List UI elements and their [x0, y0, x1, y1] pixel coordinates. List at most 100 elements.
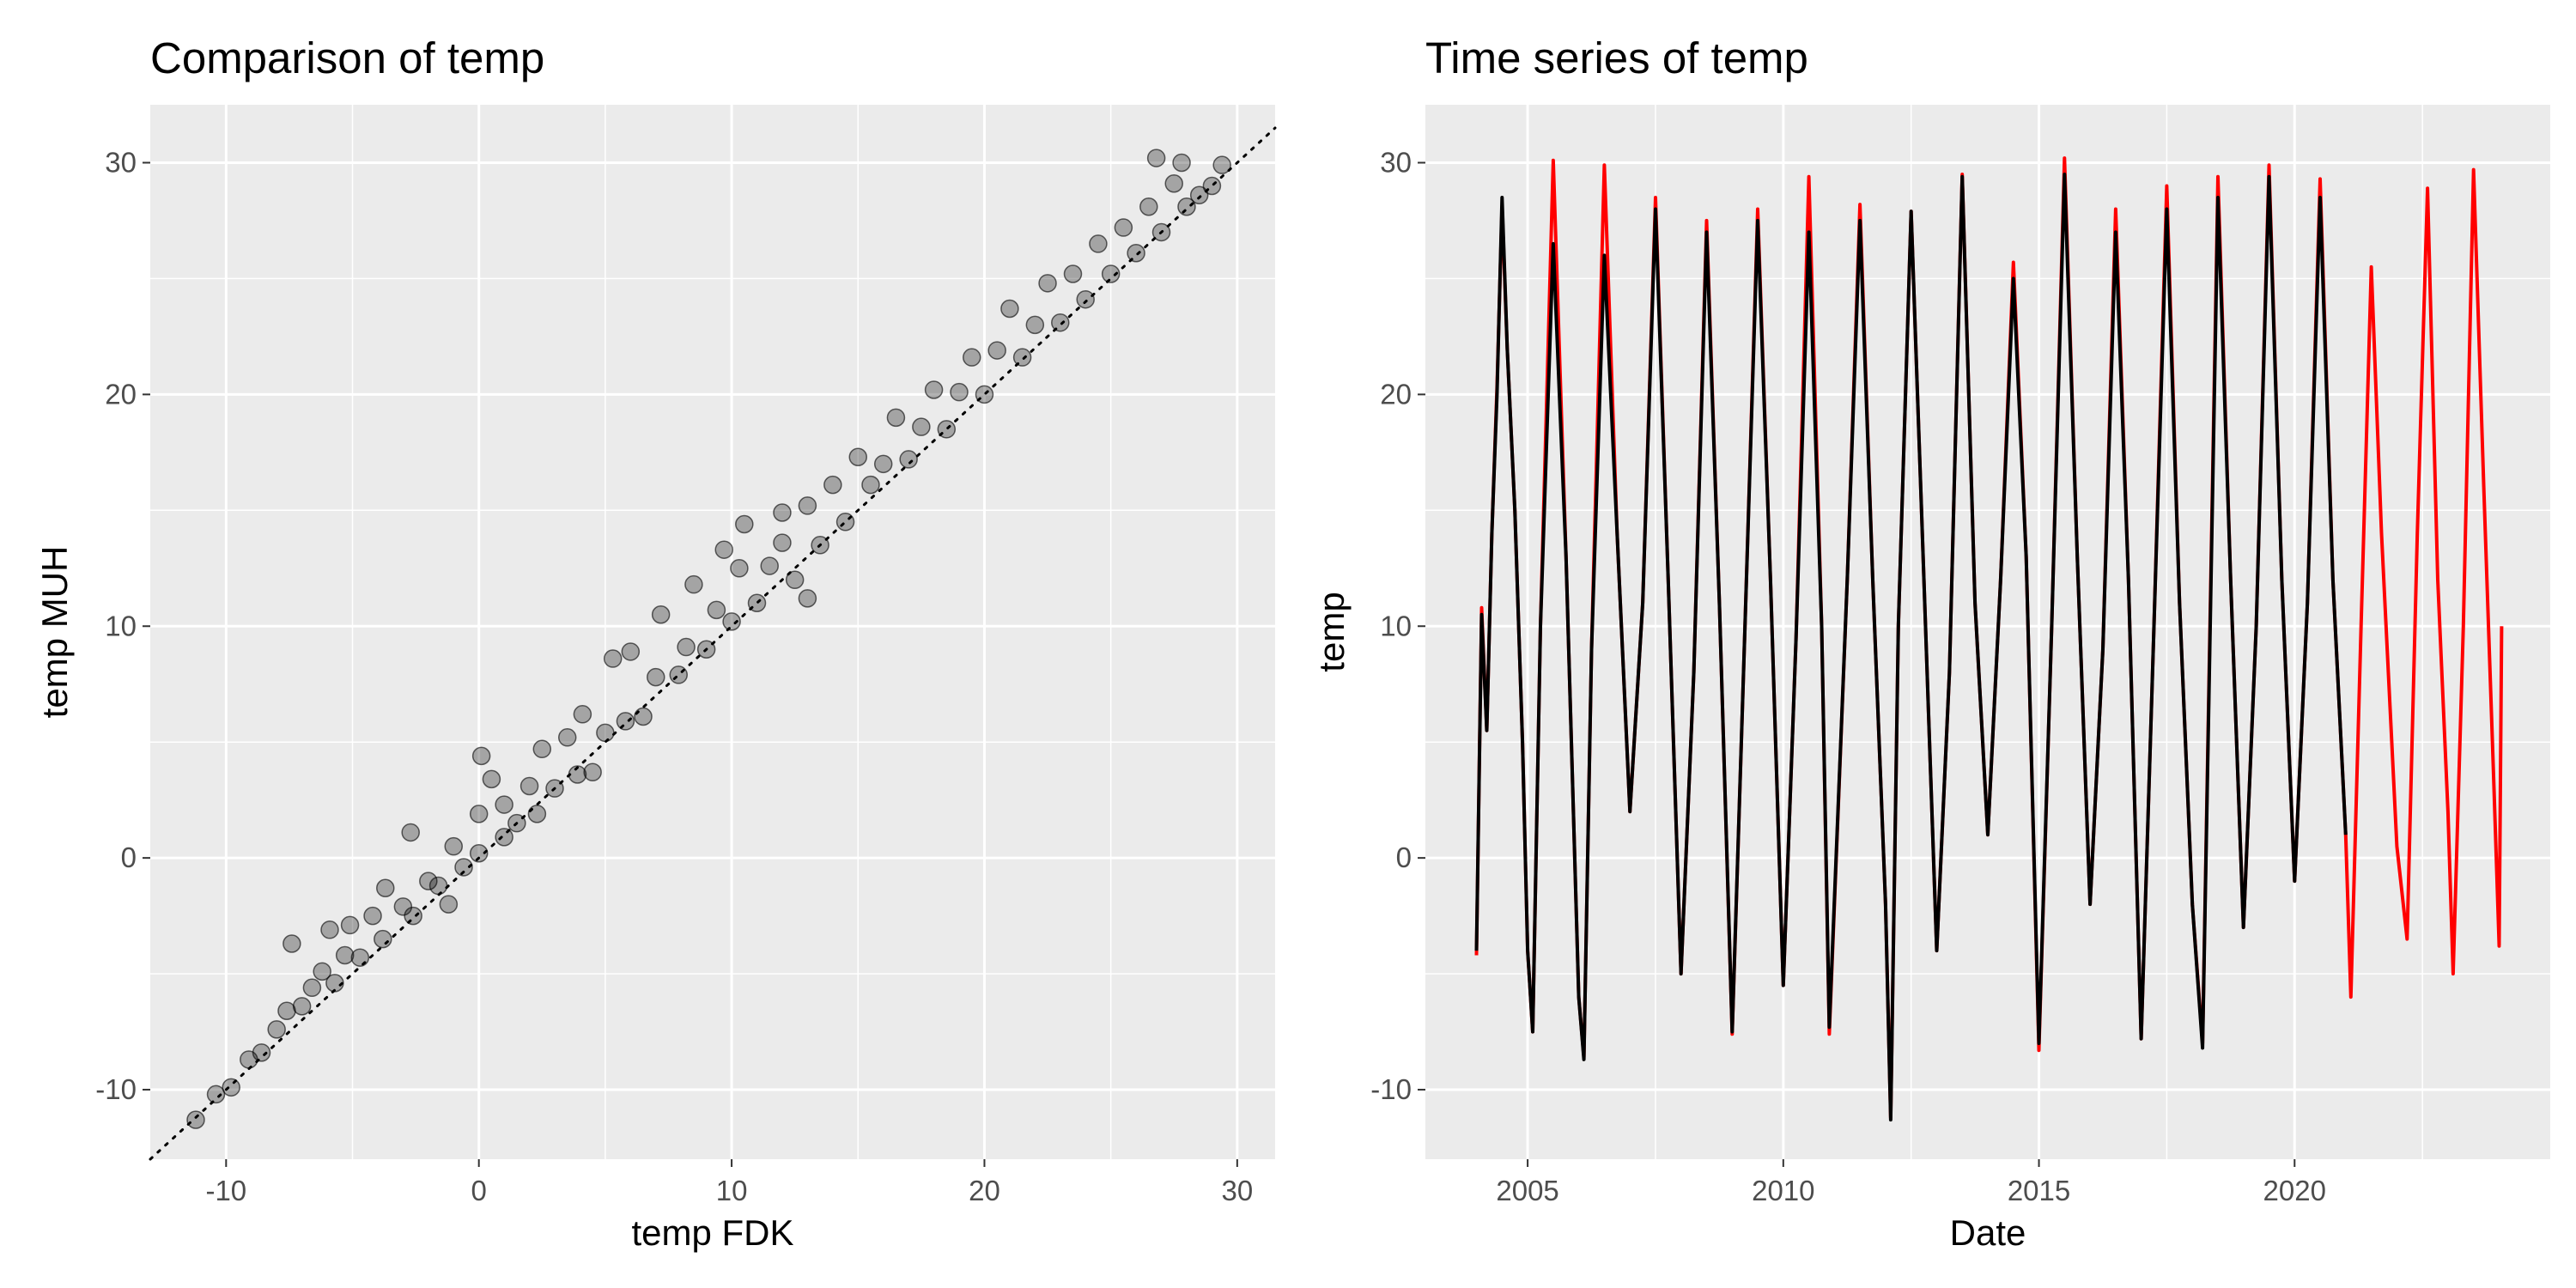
scatter-point	[419, 872, 438, 890]
comparison-y-ticks: -10 0 10 20 30	[95, 146, 150, 1105]
x-tick-label: 30	[1221, 1175, 1253, 1206]
scatter-point	[651, 605, 671, 624]
x-tick-label: 2020	[2263, 1175, 2326, 1206]
scatter-point	[773, 533, 792, 552]
scatter-point	[603, 649, 623, 668]
timeseries-y-ticks: -10 0 10 20 30	[1370, 146, 1425, 1105]
scatter-point	[811, 536, 829, 555]
scatter-point	[1076, 289, 1095, 309]
scatter-point	[1189, 185, 1209, 205]
scatter-point	[798, 496, 817, 515]
y-tick-label: 30	[1380, 146, 1412, 178]
scatter-point	[1051, 313, 1070, 332]
timeseries-title: Time series of temp	[1425, 33, 1808, 82]
y-tick-label: 10	[105, 610, 137, 641]
comparison-y-axis-title: temp MUH	[34, 546, 75, 719]
scatter-point	[669, 665, 689, 684]
scatter-point	[873, 454, 893, 474]
timeseries-x-ticks: 2005 2010 2015 2020	[1496, 1159, 2326, 1206]
scatter-point	[186, 1110, 205, 1129]
scatter-point	[363, 906, 382, 926]
timeseries-x-axis-title: Date	[1950, 1212, 2026, 1253]
scatter-point	[975, 385, 994, 404]
y-tick-label: -10	[95, 1073, 137, 1105]
scatter-point	[557, 728, 577, 747]
scatter-point	[924, 380, 944, 399]
scatter-point	[527, 805, 547, 823]
scatter-point	[835, 513, 855, 532]
scatter-point	[404, 906, 422, 926]
scatter-point	[532, 739, 552, 759]
y-tick-label: 0	[1396, 841, 1412, 873]
scatter-point	[596, 723, 615, 743]
scatter-point	[747, 593, 767, 613]
scatter-point	[1012, 348, 1032, 367]
scatter-point	[1202, 176, 1222, 196]
scatter-point	[950, 382, 969, 402]
comparison-points	[186, 149, 1231, 1129]
scatter-point	[267, 1020, 286, 1039]
scatter-point	[730, 559, 749, 578]
x-tick-label: 0	[471, 1175, 487, 1206]
y-tick-label: -10	[1370, 1073, 1412, 1105]
scatter-point	[495, 828, 513, 847]
timeseries-lines	[1474, 156, 2504, 1122]
y-tick-label: 20	[1380, 378, 1412, 410]
scatter-point	[252, 1043, 271, 1062]
scatter-point	[707, 600, 726, 620]
scatter-point	[277, 1001, 296, 1021]
scatter-point	[647, 667, 665, 687]
timeseries-y-axis-title: temp	[1311, 592, 1352, 671]
scatter-point	[507, 813, 526, 833]
scatter-point	[1000, 299, 1019, 319]
scatter-point	[1038, 274, 1057, 293]
scatter-point	[798, 589, 817, 608]
comparison-plot-background	[150, 105, 1275, 1159]
scatter-point	[482, 769, 501, 789]
scatter-point	[1101, 264, 1121, 283]
scatter-point	[886, 408, 906, 428]
scatter-point	[1139, 197, 1158, 216]
scatter-point	[684, 574, 703, 594]
scatter-point	[1127, 243, 1145, 263]
scatter-point	[634, 707, 653, 726]
scatter-point	[848, 447, 868, 466]
scatter-point	[714, 540, 733, 559]
scatter-point	[545, 779, 564, 798]
scatter-point	[376, 878, 395, 897]
scatter-point	[722, 612, 741, 631]
scatter-point	[1164, 174, 1183, 193]
scatter-point	[1114, 218, 1133, 237]
comparison-panel: -10 0 10 20 30 -10 0 10 20 30 Comparison of temp…	[34, 33, 1277, 1253]
scatter-point	[335, 945, 355, 965]
comparison-x-ticks: -10 0 10 20 30	[205, 1159, 1253, 1206]
scatter-point	[428, 876, 448, 896]
scatter-point	[760, 556, 779, 575]
scatter-point	[439, 895, 459, 914]
timeseries-plot-background	[1425, 105, 2550, 1159]
scatter-point	[773, 503, 792, 522]
scatter-point	[962, 348, 981, 367]
scatter-point	[1151, 222, 1171, 242]
scatter-point	[471, 746, 491, 766]
x-tick-label: 2010	[1752, 1175, 1814, 1206]
scatter-point	[823, 475, 842, 495]
scatter-point	[899, 450, 918, 469]
y-tick-label: 0	[121, 841, 137, 873]
scatter-point	[861, 475, 880, 495]
scatter-point	[568, 765, 587, 784]
scatter-point	[677, 637, 696, 657]
scatter-point	[1089, 234, 1108, 253]
scatter-point	[222, 1078, 240, 1097]
y-tick-label: 10	[1380, 610, 1412, 641]
scatter-point	[735, 514, 754, 534]
x-tick-label: 20	[969, 1175, 1000, 1206]
timeseries-panel: 2005 2010 2015 2020 -10 0 10 20 30 Time series …	[1311, 33, 2550, 1253]
comparison-title: Comparison of temp	[150, 33, 544, 82]
scatter-point	[912, 417, 931, 436]
scatter-point	[1146, 149, 1166, 167]
scatter-point	[206, 1084, 226, 1104]
scatter-point	[1212, 155, 1231, 174]
x-tick-label: 2015	[2008, 1175, 2070, 1206]
